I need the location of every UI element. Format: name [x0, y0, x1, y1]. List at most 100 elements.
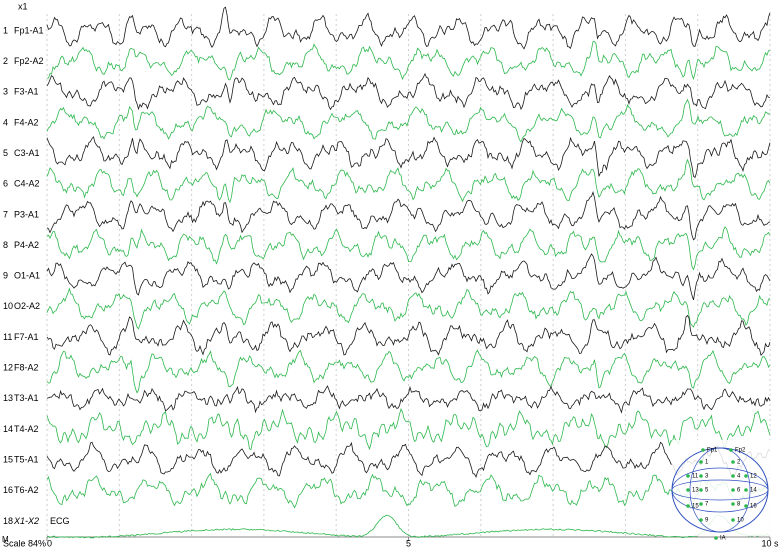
- channel-label: F7-A1: [14, 332, 39, 342]
- electrode-label: 2: [737, 460, 741, 466]
- eeg-trace: [46, 441, 771, 478]
- channel-number: 13: [3, 393, 13, 403]
- electrode-label: 14: [750, 488, 757, 494]
- electrode: [731, 488, 735, 492]
- electrode: [699, 502, 703, 506]
- channel-number: 15: [3, 454, 13, 464]
- electrode-label: 6: [737, 488, 741, 494]
- electrode-label: 13: [692, 488, 699, 494]
- montage-label: x1: [18, 1, 28, 11]
- channel-label: C3-A1: [14, 148, 40, 158]
- electrode-label: 3: [705, 474, 709, 480]
- channel-number: 11: [3, 332, 12, 342]
- electrode: [699, 488, 703, 492]
- channel-label: F4-A2: [14, 117, 39, 127]
- electrode: [699, 460, 703, 464]
- time-tick-label: 10 s: [761, 538, 778, 548]
- channel-number: 6: [3, 179, 8, 189]
- channel-label: F8-A2: [14, 363, 39, 373]
- eeg-trace: [46, 6, 771, 50]
- channel-number: 8: [3, 240, 8, 250]
- eeg-trace: [46, 472, 771, 510]
- head-line: [689, 447, 751, 533]
- electrode-label: 4: [737, 474, 741, 480]
- electrode-label: 16: [750, 504, 757, 510]
- electrode-label: 9: [705, 518, 709, 524]
- eeg-trace: [46, 349, 771, 394]
- electrode-label: 8: [737, 502, 741, 508]
- electrode: [699, 474, 703, 478]
- electrode: [686, 488, 690, 492]
- eeg-trace: [46, 136, 771, 179]
- electrode: [744, 474, 748, 478]
- channel-number: 10: [3, 301, 13, 311]
- electrode: [731, 460, 735, 464]
- eeg-trace: [46, 226, 771, 271]
- electrode-label: Fp2: [735, 448, 746, 454]
- channel-label: T4-A2: [14, 424, 39, 434]
- channel-label: P3-A1: [14, 209, 39, 219]
- channel-number: 5: [3, 148, 8, 158]
- channel-number: 1: [3, 25, 8, 35]
- electrode: [731, 502, 735, 506]
- scale-label: Scale 84%: [3, 538, 46, 548]
- electrode: [731, 474, 735, 478]
- channel-label: Fp2-A2: [14, 56, 44, 66]
- electrode-label: 7: [705, 502, 709, 508]
- marker: M: [2, 535, 9, 544]
- electrode: [744, 488, 748, 492]
- electrode: [699, 518, 703, 522]
- electrode-label: 1: [705, 460, 709, 466]
- electrode: [686, 474, 690, 478]
- electrode-label: 11: [692, 474, 699, 480]
- channel-number: 14: [3, 424, 13, 434]
- channel-label: O1-A1: [14, 271, 40, 281]
- channel-number: 16: [3, 485, 13, 495]
- electrode: [729, 448, 733, 452]
- eeg-trace: [46, 158, 771, 204]
- eeg-trace: [46, 314, 771, 357]
- eeg-trace: [47, 41, 771, 81]
- ecg-trace: [46, 514, 771, 539]
- channel-label: T5-A1: [14, 454, 39, 464]
- time-tick-label: 0: [47, 538, 52, 548]
- channel-number: 12: [3, 363, 13, 373]
- eeg-trace: [46, 287, 771, 330]
- channel-label: X1-X2: [13, 516, 39, 526]
- electrode-label: 5: [705, 488, 709, 494]
- channel-label: C4-A2: [14, 179, 40, 189]
- time-tick-label: 5: [406, 538, 411, 548]
- eeg-trace: [46, 408, 771, 451]
- head-line: [671, 479, 769, 501]
- electrode-label: Fp1: [707, 448, 718, 454]
- channel-number: 9: [3, 271, 8, 281]
- channel-number: 18: [3, 516, 13, 526]
- channel-label: F3-A1: [14, 87, 39, 97]
- eeg-trace: [46, 72, 771, 111]
- channel-number: 3: [3, 87, 8, 97]
- electrode: [714, 536, 718, 540]
- electrode-label: 12: [750, 474, 757, 480]
- channel-label: O2-A2: [14, 301, 40, 311]
- head-map-bg: [672, 440, 776, 536]
- eeg-trace: [46, 385, 771, 414]
- electrode-label: 10: [737, 518, 744, 524]
- eeg-trace: [46, 190, 771, 241]
- channel-label: Fp1-A1: [14, 25, 44, 35]
- electrode: [686, 504, 690, 508]
- eeg-trace: [46, 253, 771, 301]
- ecg-name: ECG: [50, 516, 70, 526]
- channel-number: 7: [3, 209, 8, 219]
- channel-number: 2: [3, 56, 8, 66]
- electrode-label: 15: [692, 504, 699, 510]
- channel-label: T3-A1: [14, 393, 39, 403]
- electrode: [744, 504, 748, 508]
- electrode: [731, 518, 735, 522]
- eeg-trace: [46, 98, 771, 143]
- channel-label: T6-A2: [14, 485, 39, 495]
- electrode: [701, 448, 705, 452]
- channel-number: 4: [3, 117, 8, 127]
